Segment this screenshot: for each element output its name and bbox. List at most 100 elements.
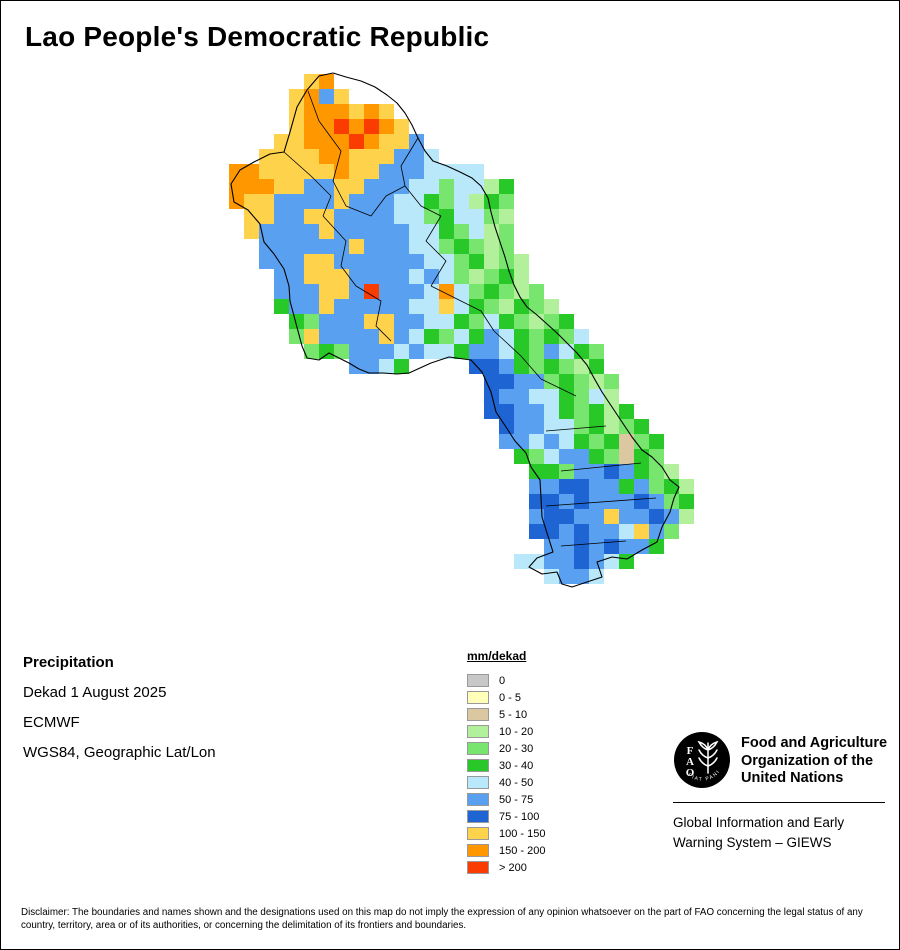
precip-cell xyxy=(349,239,364,254)
precip-cell xyxy=(589,524,604,539)
precip-cell xyxy=(589,539,604,554)
precip-cell xyxy=(589,554,604,569)
precip-cell xyxy=(574,494,589,509)
precip-cell xyxy=(544,554,559,569)
precip-cell xyxy=(484,329,499,344)
precip-cell xyxy=(409,329,424,344)
precip-cell xyxy=(394,209,409,224)
precip-cell xyxy=(409,164,424,179)
precip-cell xyxy=(529,509,544,524)
precip-cell xyxy=(289,299,304,314)
precip-cell xyxy=(394,164,409,179)
precip-cell xyxy=(319,164,334,179)
precip-cell xyxy=(589,404,604,419)
precip-cell xyxy=(469,299,484,314)
legend-label: 40 - 50 xyxy=(499,776,534,789)
precip-cell xyxy=(289,224,304,239)
precip-cell xyxy=(424,239,439,254)
precip-cell xyxy=(484,254,499,269)
precip-cell xyxy=(379,344,394,359)
precip-cell xyxy=(529,479,544,494)
precip-cell xyxy=(304,254,319,269)
precip-cell xyxy=(574,404,589,419)
precip-cell xyxy=(424,164,439,179)
precip-cell xyxy=(604,524,619,539)
precip-cell xyxy=(619,449,634,464)
precip-cell xyxy=(304,269,319,284)
precip-cell xyxy=(379,359,394,374)
precip-cell xyxy=(544,419,559,434)
precip-cell xyxy=(469,164,484,179)
precip-cell xyxy=(409,239,424,254)
precip-cell xyxy=(559,329,574,344)
precip-cell xyxy=(484,239,499,254)
precip-cell xyxy=(409,344,424,359)
precip-cell xyxy=(454,254,469,269)
precip-cell xyxy=(394,179,409,194)
precip-cell xyxy=(499,374,514,389)
precip-cell xyxy=(289,149,304,164)
precip-cell xyxy=(454,209,469,224)
precip-cell xyxy=(529,494,544,509)
precip-cell xyxy=(394,224,409,239)
precip-cell xyxy=(289,284,304,299)
precip-cell xyxy=(409,134,424,149)
precip-cell xyxy=(499,269,514,284)
precip-cell xyxy=(289,194,304,209)
precip-cell xyxy=(604,479,619,494)
precip-cell xyxy=(439,269,454,284)
precip-cell xyxy=(544,359,559,374)
precip-cell xyxy=(409,284,424,299)
precip-cell xyxy=(319,269,334,284)
precip-cell xyxy=(454,269,469,284)
precip-cell xyxy=(364,224,379,239)
precip-cell xyxy=(349,179,364,194)
legend-row: 20 - 30 xyxy=(467,740,545,757)
precip-cell xyxy=(499,329,514,344)
legend-row: 5 - 10 xyxy=(467,706,545,723)
precip-cell xyxy=(619,479,634,494)
precip-cell xyxy=(289,329,304,344)
precip-cell xyxy=(499,284,514,299)
precip-cell xyxy=(274,164,289,179)
precip-cell xyxy=(364,254,379,269)
precip-cell xyxy=(334,254,349,269)
precip-cell xyxy=(379,299,394,314)
precip-cell xyxy=(364,239,379,254)
precip-cell xyxy=(559,374,574,389)
precip-cell xyxy=(529,404,544,419)
legend-swatch xyxy=(467,776,489,789)
precip-cell xyxy=(439,344,454,359)
precip-cell xyxy=(334,89,349,104)
precip-cell xyxy=(469,314,484,329)
precip-cell xyxy=(364,359,379,374)
legend: mm/dekad 0 0 - 5 5 - 10 10 - 20 20 - 30 30 - … xyxy=(467,649,545,876)
precip-cell xyxy=(544,299,559,314)
legend-label: 50 - 75 xyxy=(499,793,534,806)
legend-swatch xyxy=(467,708,489,721)
precip-cell xyxy=(289,89,304,104)
legend-entries: 0 0 - 5 5 - 10 10 - 20 20 - 30 30 - 40 40 - 50… xyxy=(467,672,545,876)
precip-cell xyxy=(559,524,574,539)
precip-cell xyxy=(364,179,379,194)
precip-cell xyxy=(559,449,574,464)
precip-cell xyxy=(559,509,574,524)
precip-cell xyxy=(319,284,334,299)
legend-swatch xyxy=(467,793,489,806)
precip-cell xyxy=(349,209,364,224)
precip-cell xyxy=(319,104,334,119)
precip-cell xyxy=(304,209,319,224)
precip-cell xyxy=(274,239,289,254)
precip-cell xyxy=(574,419,589,434)
precip-cell xyxy=(574,524,589,539)
precip-cell xyxy=(574,554,589,569)
legend-swatch xyxy=(467,674,489,687)
precip-cell xyxy=(634,509,649,524)
precip-cell xyxy=(619,404,634,419)
precip-cell xyxy=(259,179,274,194)
precip-cell xyxy=(619,554,634,569)
page-title: Lao People's Democratic Republic xyxy=(25,21,490,52)
precip-cell xyxy=(604,554,619,569)
precip-cell xyxy=(274,284,289,299)
